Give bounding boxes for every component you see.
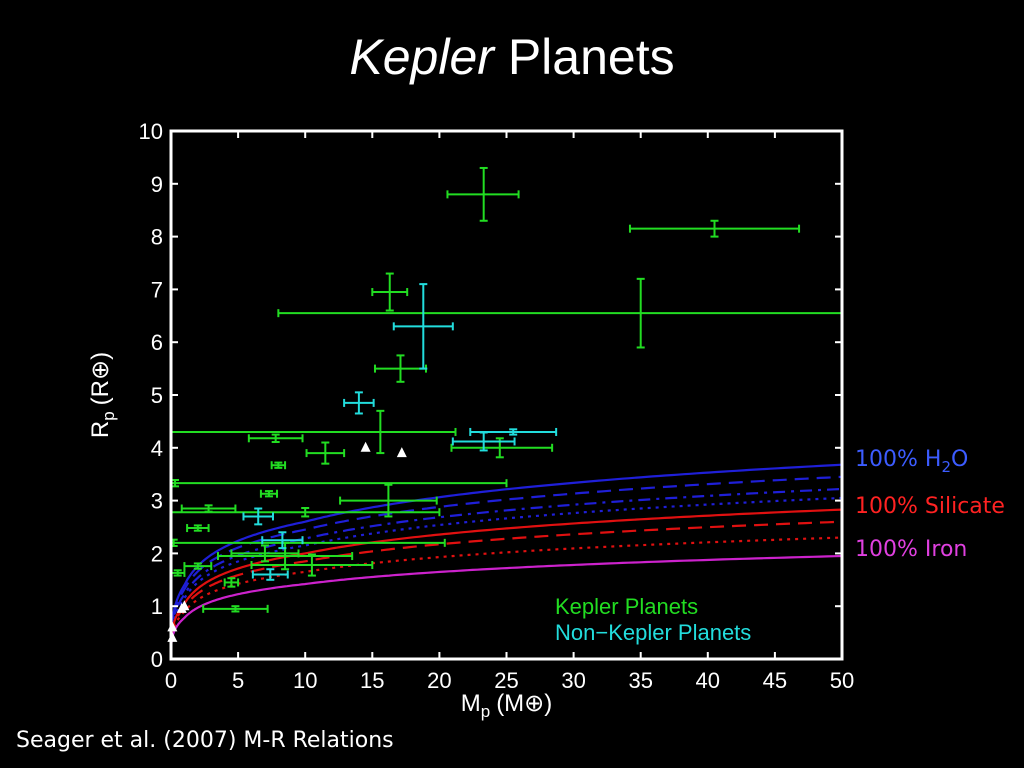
curve-label-sub: 2 bbox=[941, 458, 951, 476]
y-axis-label-main: R bbox=[87, 421, 114, 438]
error-bar-point bbox=[170, 409, 457, 455]
error-bar-point bbox=[230, 544, 300, 563]
x-tick-label: 40 bbox=[696, 668, 720, 693]
x-tick-label: 30 bbox=[561, 668, 585, 693]
error-bar-point bbox=[277, 277, 843, 349]
error-bar-point bbox=[223, 577, 240, 588]
curve-label: 100% Silicate bbox=[855, 494, 1005, 519]
error-bar-point bbox=[250, 553, 374, 577]
x-axis-label-sub: p bbox=[481, 702, 490, 721]
x-tick-label: 25 bbox=[494, 668, 518, 693]
error-bar-point bbox=[170, 479, 508, 488]
curve-label: 100% H2O bbox=[855, 447, 968, 476]
error-bar-point bbox=[446, 166, 520, 222]
error-bar-point bbox=[183, 562, 213, 571]
y-tick-label: 2 bbox=[151, 541, 163, 566]
error-bar-point bbox=[261, 531, 304, 550]
error-bar-point bbox=[247, 433, 304, 443]
error-bar-point bbox=[373, 354, 427, 383]
curve-label-main: 100% Silicate bbox=[855, 494, 1005, 519]
legend-entry: Non−Kepler Planets bbox=[555, 620, 751, 645]
error-bar-point bbox=[186, 524, 210, 533]
y-tick-label: 3 bbox=[151, 489, 163, 514]
curve-labels: 100% H2O 100% Silicate 100% Iron bbox=[855, 447, 1005, 562]
y-tick-label: 10 bbox=[139, 119, 163, 144]
error-bar-point bbox=[371, 272, 409, 312]
model-curve bbox=[169, 463, 843, 660]
x-tick-label: 10 bbox=[293, 668, 317, 693]
slide-title-rest: Planets bbox=[493, 29, 675, 85]
x-tick-label: 45 bbox=[763, 668, 787, 693]
y-tick-label: 1 bbox=[151, 594, 163, 619]
error-bar-point bbox=[259, 489, 279, 498]
x-tick-label: 5 bbox=[232, 668, 244, 693]
x-tick-label: 0 bbox=[165, 668, 177, 693]
legend-entry: Kepler Planets bbox=[555, 594, 698, 619]
error-bar-point bbox=[251, 568, 289, 581]
error-bar-point bbox=[202, 604, 269, 613]
model-curve bbox=[169, 487, 843, 660]
curve-label-end: O bbox=[951, 447, 968, 472]
y-tick-label: 0 bbox=[151, 647, 163, 672]
slide-title-italic: Kepler bbox=[349, 29, 494, 85]
data-points bbox=[167, 166, 843, 642]
curve-label: 100% Iron bbox=[855, 537, 967, 562]
x-tick-label: 35 bbox=[628, 668, 652, 693]
error-bar-point bbox=[170, 568, 186, 577]
model-curve bbox=[169, 475, 843, 660]
y-tick-label: 7 bbox=[151, 277, 163, 302]
y-tick-label: 6 bbox=[151, 330, 163, 355]
y-tick-label: 4 bbox=[151, 436, 163, 461]
y-tick-label: 8 bbox=[151, 225, 163, 250]
triangle-point bbox=[176, 602, 187, 613]
curve-label-main: 100% H bbox=[855, 447, 941, 472]
y-axis-label-unit: (R⊕) bbox=[87, 352, 114, 405]
y-tick-label: 5 bbox=[151, 383, 163, 408]
citation: Seager et al. (2007) M-R Relations bbox=[16, 728, 394, 753]
x-tick-label: 50 bbox=[830, 668, 854, 693]
x-axis-label-unit: (M⊕) bbox=[496, 690, 552, 717]
error-bar-point bbox=[305, 441, 346, 465]
y-axis-label-sub: p bbox=[99, 411, 118, 420]
error-bar-point bbox=[628, 219, 801, 238]
y-axis-label: Rp (R⊕) bbox=[87, 352, 118, 438]
error-bar-point bbox=[270, 461, 287, 470]
y-tick-label: 9 bbox=[151, 172, 163, 197]
slide-title: Kepler Planets bbox=[0, 28, 1024, 86]
x-axis-label: Mp (M⊕) bbox=[461, 690, 553, 721]
triangle-point bbox=[396, 447, 407, 458]
triangle-point bbox=[360, 441, 371, 452]
x-tick-label: 20 bbox=[427, 668, 451, 693]
x-tick-label: 15 bbox=[360, 668, 384, 693]
error-bar-point bbox=[343, 391, 375, 415]
model-curve bbox=[169, 554, 843, 660]
curve-label-main: 100% Iron bbox=[855, 537, 967, 562]
x-axis-label-main: M bbox=[461, 690, 481, 717]
error-bar-point bbox=[242, 507, 274, 526]
error-bar-point bbox=[339, 483, 438, 518]
error-bar-point bbox=[392, 283, 454, 370]
error-bar-point bbox=[451, 431, 516, 452]
